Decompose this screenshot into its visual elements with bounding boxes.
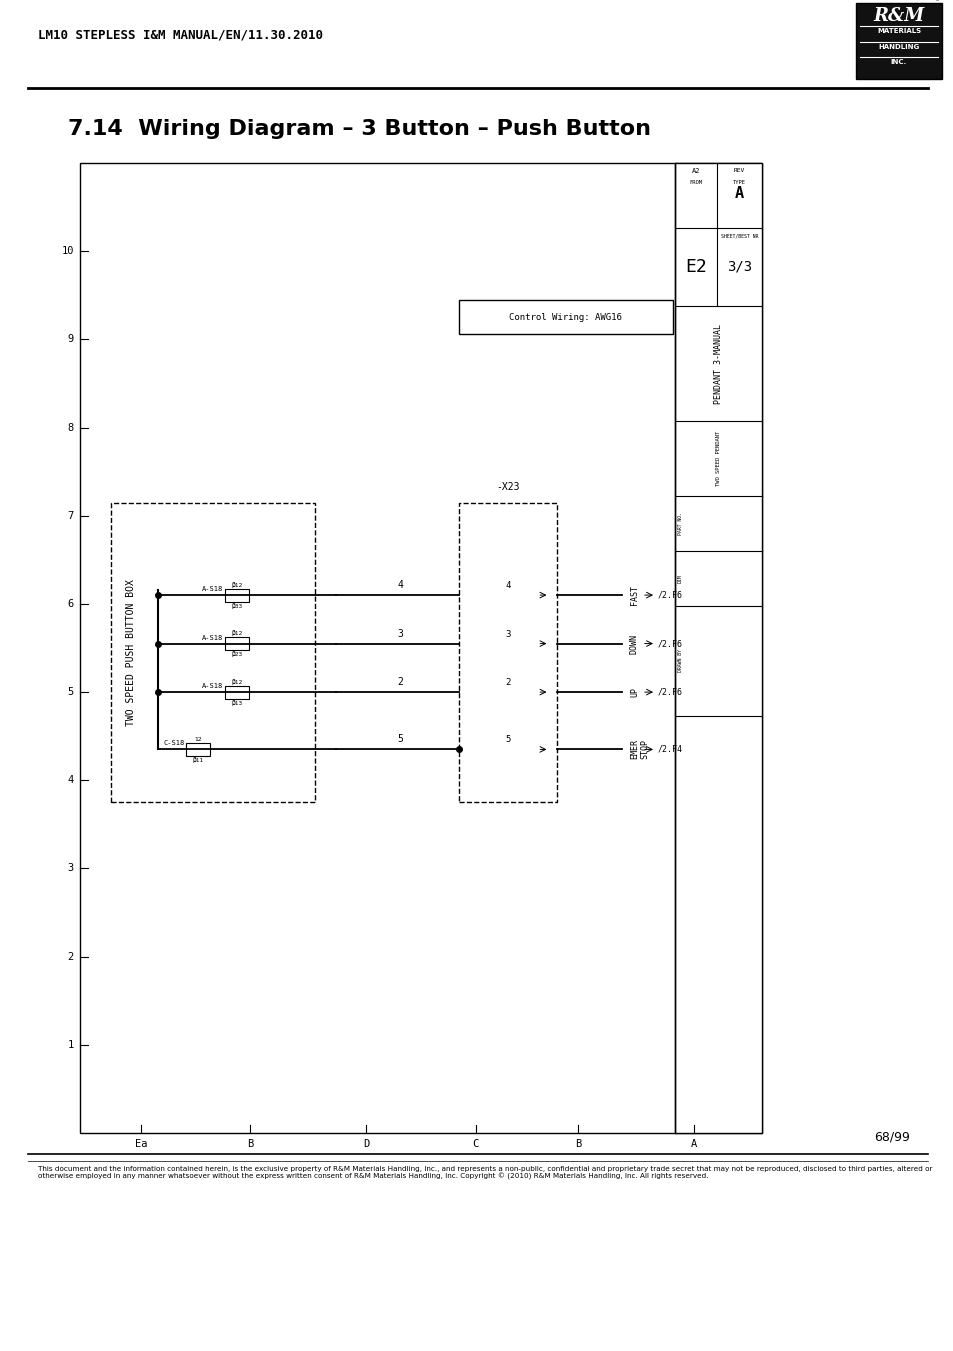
- Text: PART NO.: PART NO.: [677, 512, 682, 535]
- Text: DRAWN BY: DRAWN BY: [677, 650, 682, 673]
- Text: β11: β11: [193, 757, 204, 763]
- Text: LM10 STEPLESS I&M MANUAL/EN/11.30.2010: LM10 STEPLESS I&M MANUAL/EN/11.30.2010: [38, 28, 323, 42]
- Text: SHEET/BEST NR: SHEET/BEST NR: [720, 232, 758, 238]
- Text: 4: 4: [397, 580, 403, 590]
- Text: FROM: FROM: [688, 180, 701, 185]
- Text: 7.14  Wiring Diagram – 3 Button – Push Button: 7.14 Wiring Diagram – 3 Button – Push Bu…: [68, 119, 650, 139]
- Text: 5: 5: [505, 735, 510, 744]
- Text: 7: 7: [68, 511, 74, 520]
- Text: B: B: [247, 1139, 253, 1148]
- Text: A-S18: A-S18: [201, 586, 222, 592]
- Text: 1: 1: [68, 1040, 74, 1050]
- Text: 3: 3: [68, 863, 74, 874]
- Bar: [111, 503, 314, 802]
- Text: 3/3: 3/3: [726, 259, 751, 274]
- Text: 3: 3: [505, 630, 510, 639]
- Text: Ea: Ea: [135, 1139, 148, 1148]
- Text: R&M: R&M: [873, 7, 923, 26]
- Text: EMER
STOP: EMER STOP: [629, 739, 649, 759]
- Text: TWO SPEED PUSH BUTTON BOX: TWO SPEED PUSH BUTTON BOX: [126, 580, 135, 725]
- Text: D: D: [363, 1139, 369, 1148]
- Text: /2.F4: /2.F4: [658, 744, 682, 754]
- Text: TWO SPEED PENDANT: TWO SPEED PENDANT: [715, 431, 720, 486]
- Text: 5: 5: [397, 735, 403, 744]
- Text: 3: 3: [397, 628, 403, 639]
- Text: C-S18: C-S18: [163, 740, 184, 746]
- Text: INC.: INC.: [890, 59, 906, 65]
- Text: E2: E2: [684, 258, 706, 276]
- Text: 2: 2: [505, 678, 510, 688]
- Text: β23: β23: [231, 651, 242, 657]
- Text: DOWN: DOWN: [629, 634, 639, 654]
- Text: ®: ®: [933, 0, 940, 1]
- Text: 9: 9: [68, 334, 74, 345]
- Bar: [224, 638, 249, 650]
- Text: β13: β13: [231, 700, 242, 705]
- Text: C: C: [472, 1139, 478, 1148]
- Bar: [458, 300, 673, 334]
- Text: β33: β33: [231, 603, 242, 608]
- Text: UP: UP: [629, 688, 639, 697]
- Text: HANDLING: HANDLING: [878, 45, 919, 50]
- Bar: [674, 163, 761, 1133]
- Bar: [80, 163, 761, 1133]
- Text: A2: A2: [691, 168, 700, 174]
- Text: MATERIALS: MATERIALS: [876, 28, 920, 34]
- Text: REV: REV: [733, 168, 744, 173]
- Text: 4: 4: [68, 775, 74, 785]
- Text: β12: β12: [231, 678, 242, 685]
- Text: 4: 4: [505, 581, 510, 590]
- Text: A-S18: A-S18: [201, 684, 222, 689]
- Text: DIM: DIM: [677, 574, 682, 582]
- Text: 12: 12: [194, 736, 202, 742]
- Text: Control Wiring: AWG16: Control Wiring: AWG16: [509, 313, 621, 322]
- Text: This document and the information contained herein, is the exclusive property of: This document and the information contai…: [38, 1166, 931, 1181]
- Text: TYPE: TYPE: [732, 180, 745, 185]
- Bar: [186, 743, 211, 757]
- Bar: [224, 685, 249, 698]
- Text: 8: 8: [68, 423, 74, 432]
- Text: FAST: FAST: [629, 585, 639, 605]
- Text: 5: 5: [68, 688, 74, 697]
- Text: 10: 10: [61, 246, 74, 257]
- Text: 6: 6: [68, 598, 74, 609]
- Text: A: A: [734, 186, 743, 201]
- Text: A: A: [690, 1139, 697, 1148]
- Bar: [458, 503, 557, 802]
- Text: PENDANT 3-MANUAL: PENDANT 3-MANUAL: [713, 323, 722, 404]
- Text: 2: 2: [397, 677, 403, 688]
- Text: 68/99: 68/99: [873, 1129, 909, 1143]
- Text: β12: β12: [231, 581, 242, 588]
- Text: β12: β12: [231, 630, 242, 636]
- Text: B: B: [574, 1139, 580, 1148]
- Bar: [855, 3, 941, 78]
- Text: 2: 2: [68, 951, 74, 962]
- Bar: [224, 589, 249, 601]
- Text: /2.F6: /2.F6: [658, 639, 682, 648]
- Text: A-S18: A-S18: [201, 635, 222, 640]
- Text: /2.F6: /2.F6: [658, 688, 682, 697]
- Text: -X23: -X23: [496, 482, 519, 493]
- Text: /2.F6: /2.F6: [658, 590, 682, 600]
